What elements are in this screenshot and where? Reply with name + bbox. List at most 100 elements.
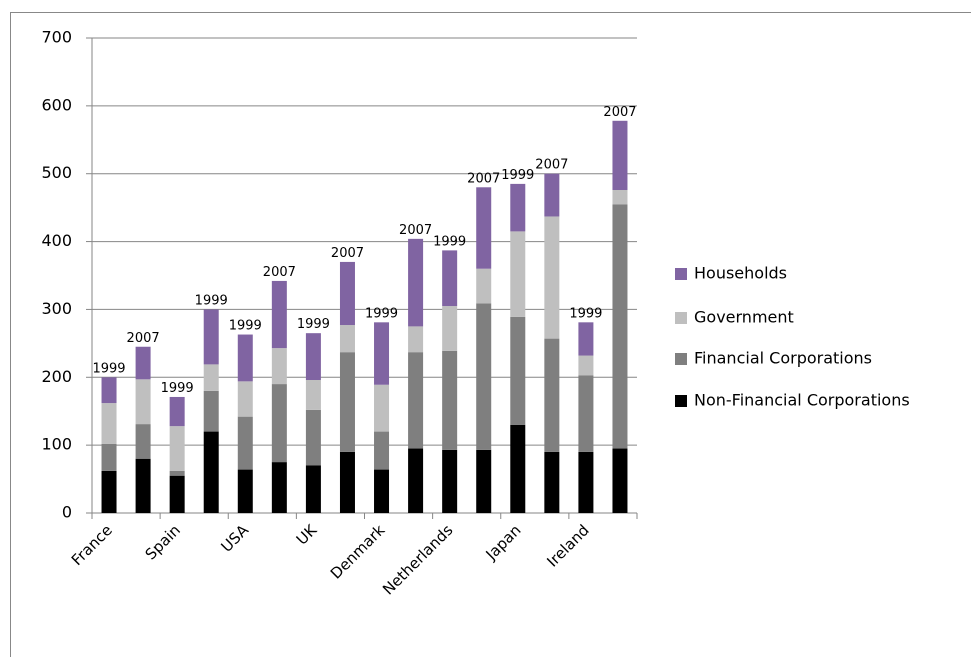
bar-segment	[203, 431, 219, 513]
bar-segment	[203, 309, 219, 365]
bar-label: 2007	[535, 158, 568, 173]
x-tick-label: UK	[293, 520, 321, 548]
x-tick-label: Denmark	[327, 521, 389, 583]
bar-segment	[510, 316, 526, 425]
bar-segment	[101, 443, 117, 471]
bar-segment	[408, 448, 424, 513]
bar-label: 2007	[331, 246, 364, 261]
bar-segment	[544, 451, 560, 513]
y-tick-label: 400	[41, 231, 72, 250]
bar-segment	[339, 325, 355, 353]
x-tick-label: Japan	[482, 521, 525, 564]
bar-segment	[169, 426, 185, 471]
bar-label: 1999	[569, 306, 602, 321]
bar-segment	[408, 238, 424, 327]
bar-segment	[442, 449, 458, 513]
bar-segment	[476, 303, 492, 450]
bar-segment	[101, 403, 117, 444]
bar-segment	[408, 326, 424, 353]
bar-label: 1999	[297, 317, 330, 332]
bar-segment	[305, 465, 321, 513]
bar-segment	[237, 469, 253, 513]
bar-label: 1999	[365, 306, 398, 321]
bar-segment	[237, 334, 253, 382]
bar-segment	[578, 355, 594, 376]
bar-segment	[374, 384, 390, 432]
bar-segment	[510, 424, 526, 513]
legend-swatch	[675, 395, 687, 407]
bar-segment	[169, 470, 185, 476]
bar-segment	[101, 377, 117, 404]
bar-segment	[612, 120, 628, 190]
bar-label: 2007	[603, 105, 636, 120]
bar-label: 1999	[195, 293, 228, 308]
bar-segment	[135, 379, 151, 425]
bar-segment	[476, 268, 492, 304]
bar-segment	[305, 333, 321, 380]
y-tick-label: 100	[41, 435, 72, 454]
x-tick-label: USA	[217, 521, 252, 556]
bar-segment	[408, 352, 424, 449]
bar-segment	[442, 350, 458, 450]
plot: 01002003004005006007001999France20071999…	[41, 28, 909, 599]
bar-segment	[305, 409, 321, 466]
legend-label: Non-Financial Corporations	[694, 391, 910, 410]
bar-label: 2007	[263, 265, 296, 280]
y-tick-label: 300	[41, 299, 72, 318]
bar-segment	[612, 190, 628, 205]
bar-segment	[374, 469, 390, 513]
x-tick-label: Ireland	[543, 521, 592, 570]
bar-segment	[612, 204, 628, 449]
bar-label: 2007	[399, 223, 432, 238]
bar-segment	[271, 462, 287, 513]
bar-label: 1999	[161, 381, 194, 396]
y-tick-label: 600	[41, 95, 72, 114]
y-tick-label: 200	[41, 367, 72, 386]
legend-swatch	[675, 353, 687, 365]
bar-segment	[237, 416, 253, 470]
bar-segment	[271, 348, 287, 385]
bar-segment	[578, 322, 594, 356]
bar-segment	[135, 458, 151, 513]
bar-segment	[544, 173, 560, 217]
bar-segment	[374, 431, 390, 470]
bar-segment	[339, 451, 355, 513]
bar-label: 2007	[467, 171, 500, 186]
bar-segment	[203, 364, 219, 391]
legend-label: Government	[694, 308, 794, 327]
bar-segment	[339, 352, 355, 452]
bar-segment	[169, 396, 185, 427]
bar-label: 2007	[127, 331, 160, 346]
bar-segment	[271, 384, 287, 463]
bar-segment	[442, 306, 458, 351]
bar-segment	[305, 380, 321, 410]
bar-segment	[544, 338, 560, 452]
y-tick-label: 0	[62, 503, 72, 522]
bar-label: 1999	[433, 234, 466, 249]
bar-segment	[271, 280, 287, 349]
bar-segment	[237, 381, 253, 417]
bar-label: 1999	[501, 168, 534, 183]
legend-swatch	[675, 312, 687, 324]
bar-segment	[578, 451, 594, 513]
frame	[10, 12, 971, 657]
bar-segment	[339, 261, 355, 326]
bar-segment	[169, 475, 185, 513]
x-tick-label: Spain	[142, 521, 184, 563]
y-tick-label: 700	[41, 28, 72, 47]
y-tick-label: 500	[41, 163, 72, 182]
bar-segment	[476, 187, 492, 269]
bar-segment	[135, 346, 151, 380]
bar-segment	[544, 216, 560, 339]
bar-segment	[135, 424, 151, 459]
x-tick-label: Netherlands	[379, 521, 457, 599]
x-tick-label: France	[68, 521, 116, 569]
bar-segment	[442, 250, 458, 307]
bar-segment	[612, 448, 628, 513]
legend-label: Households	[694, 264, 787, 283]
bar-segment	[510, 183, 526, 232]
bar-segment	[374, 322, 390, 385]
bar-label: 1999	[229, 319, 262, 334]
bar-label: 1999	[92, 361, 125, 376]
